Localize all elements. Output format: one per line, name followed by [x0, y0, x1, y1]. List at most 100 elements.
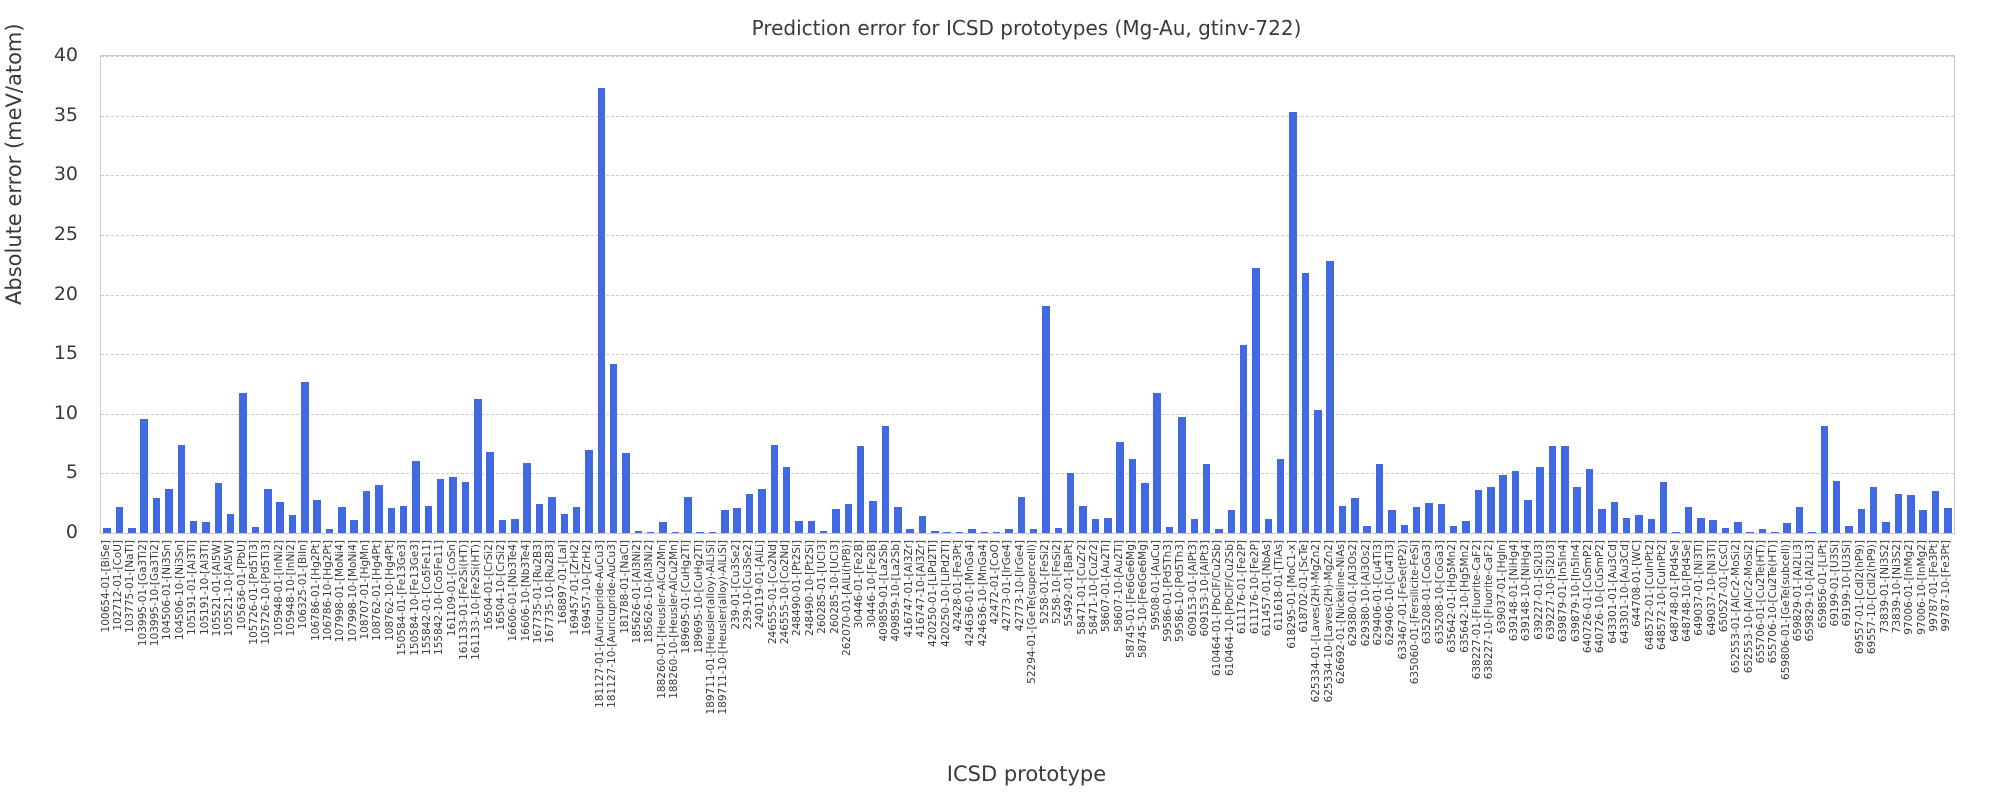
bar	[1561, 445, 1569, 533]
x-tick-label: 260285-10-[UCl3]	[828, 540, 841, 634]
bar	[1066, 473, 1075, 533]
bar	[251, 527, 260, 533]
x-tick-label: 629406-10-[Cu4Ti3]	[1384, 540, 1397, 646]
bar	[1202, 463, 1211, 533]
x-tick-label: 181127-10-[Auricupride-AuCu3]	[606, 540, 619, 708]
x-tick-label: 629380-10-[Al3Os2]	[1359, 540, 1372, 647]
bar	[609, 363, 618, 533]
x-tick-label: 262070-01-[AlLi(hP8)]	[840, 540, 853, 656]
bar	[1425, 503, 1433, 533]
bar	[708, 531, 717, 533]
bar	[1462, 521, 1470, 533]
bar	[1832, 480, 1841, 533]
x-tick-label: 240119-01-[AlLi]	[754, 540, 767, 629]
bar	[745, 493, 754, 533]
x-tick-label: 106786-01-[Hg2Pt]	[309, 540, 322, 641]
bar	[350, 519, 358, 533]
x-tick-label: 69557-01-[CdI2(hP9)]	[1853, 540, 1866, 655]
bar	[684, 497, 692, 533]
x-tick-label: 633467-01-[FeSe(tP2)]	[1396, 540, 1409, 660]
bar	[671, 531, 680, 533]
bar	[1239, 344, 1248, 533]
x-tick-label: 69199-10-[U3Si]	[1841, 540, 1854, 627]
bar	[758, 488, 766, 533]
bar	[1375, 463, 1384, 533]
bar	[1931, 491, 1940, 533]
bar	[103, 528, 111, 533]
bar	[770, 444, 778, 533]
bar	[1252, 268, 1260, 533]
x-tick-label: 161133-01-[Fe2Si(HT)]	[457, 540, 470, 660]
x-tick-label: 638227-10-[Fluorite-CaF2]	[1483, 540, 1496, 680]
bar	[968, 529, 976, 533]
x-tick-label: 58745-10-[Fe6Ge6Mg]	[1137, 540, 1150, 659]
x-tick-label: 639227-01-[Si2U3]	[1532, 540, 1545, 640]
x-tick-label: 260285-01-[UCl3]	[816, 540, 829, 634]
bar	[1153, 393, 1161, 533]
bar	[313, 499, 321, 533]
bar	[177, 444, 186, 533]
x-tick-label: 107998-10-[MoNi4]	[346, 540, 359, 643]
bar	[474, 399, 482, 533]
bar	[1264, 518, 1273, 533]
bar	[1647, 518, 1656, 533]
x-tick-label: 69557-10-[CdI2(hP9)]	[1866, 540, 1879, 655]
bar	[301, 381, 309, 533]
x-tick-label: 239-01-[Cu3Se2]	[729, 540, 742, 630]
x-tick-label: 108762-01-[Hg4Pt]	[371, 540, 384, 641]
bar	[1351, 498, 1359, 533]
bar	[264, 488, 272, 533]
x-tick-label: 649037-10-[Ni3Ti]	[1705, 540, 1718, 636]
bar	[1944, 507, 1952, 533]
x-tick-label: 52294-01-[GeTe(supercell)]	[1026, 540, 1039, 684]
bar	[1499, 474, 1507, 533]
bar	[387, 507, 396, 533]
bar	[486, 451, 494, 533]
bar	[1573, 486, 1581, 533]
bar	[1894, 493, 1903, 533]
x-tick-label: 639148-01-[NiHg4]	[1507, 540, 1520, 642]
plot-area	[100, 55, 1955, 534]
bar	[1005, 529, 1013, 533]
x-tick-label: 105191-10-[Al3Ti]	[198, 540, 211, 636]
bar	[597, 88, 606, 533]
x-tick-label: 106325-01-[BiIn]	[297, 540, 310, 630]
x-tick-label: 648572-01-[CuInPt2]	[1643, 540, 1656, 651]
bar	[449, 476, 457, 533]
x-tick-label: 181127-01-[Auricupride-AuCu3]	[593, 540, 606, 708]
x-tick-label: 424636-01-[MnGa4]	[964, 540, 977, 647]
bar	[1276, 459, 1285, 533]
x-tick-label: 639879-10-[In5In4]	[1569, 540, 1582, 643]
x-tick-label: 105948-01-[InNi2]	[272, 540, 285, 637]
x-tick-label: 409859-01-[La2Sb]	[877, 540, 890, 642]
x-tick-label: 420250-10-[LiPd2Tl]	[939, 540, 952, 647]
x-tick-label: 168897-01-[LaI]	[556, 540, 569, 625]
bar	[1783, 523, 1791, 533]
bar	[399, 505, 408, 533]
bar	[1511, 471, 1520, 533]
bar	[560, 513, 568, 533]
y-tick-label: 20	[53, 282, 78, 305]
x-tick-label: 104506-10-[Ni3Sn]	[173, 540, 186, 640]
bar	[1598, 509, 1606, 533]
x-tick-label: 640726-10-[CuSmP2]	[1594, 540, 1607, 654]
x-tick-label: 105191-01-[Al3Ti]	[186, 540, 199, 636]
bar	[276, 502, 284, 533]
bar	[461, 481, 470, 533]
x-tick-label: 105726-01-[Pd5Ti3]	[247, 540, 260, 645]
bar	[1091, 518, 1100, 533]
x-tick-label: 635208-10-[CoGa3]	[1433, 540, 1446, 645]
bar	[1029, 529, 1038, 533]
x-tick-label: 16606-10-[Nb3Te4]	[519, 540, 532, 642]
bar	[189, 521, 198, 533]
x-tick-label: 58607-10-[Au2Ti]	[1112, 540, 1125, 633]
x-tick-label: 655706-10-[Cu2Te(HT)]	[1767, 540, 1780, 664]
bar	[424, 505, 433, 533]
x-tick-label: 649037-01-[Ni3Ti]	[1693, 540, 1706, 636]
bar	[1116, 442, 1124, 533]
x-tick-label: 409859-10-[La2Sb]	[890, 540, 903, 642]
bar	[1622, 517, 1631, 533]
x-tick-label: 610464-01-[PbClF/Cu2Sb]	[1211, 540, 1224, 677]
bar	[819, 530, 828, 533]
